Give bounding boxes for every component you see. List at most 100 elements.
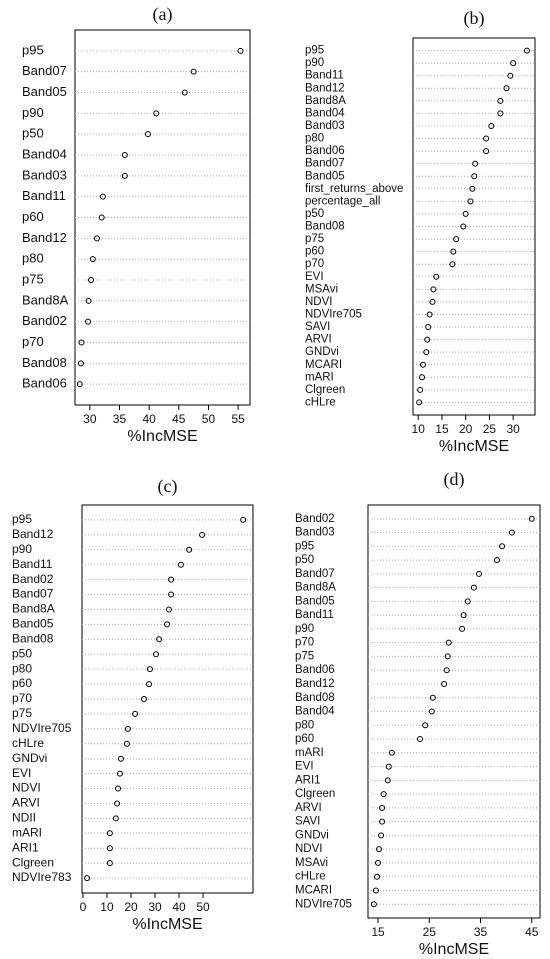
x-tick-label: 25 — [423, 925, 437, 939]
dot — [384, 777, 391, 784]
dot — [88, 277, 95, 283]
x-axis-label: %IncMSE — [439, 438, 509, 455]
category-label: Band8A — [305, 95, 346, 107]
x-tick-label: 40 — [142, 412, 156, 426]
dot — [152, 651, 159, 658]
dot — [528, 515, 535, 522]
x-tick-label: 35 — [474, 925, 488, 939]
x-axis-label: %IncMSE — [132, 916, 202, 933]
dot — [429, 298, 436, 305]
dot — [85, 318, 92, 325]
dot — [419, 374, 426, 381]
category-label: Band03 — [295, 527, 335, 539]
category-label: NDVIre705 — [305, 308, 362, 320]
x-tick-label: 10 — [100, 900, 114, 914]
dot — [132, 710, 139, 717]
category-label: Band12 — [12, 527, 54, 541]
category-label: p60 — [305, 246, 324, 258]
dot — [422, 722, 429, 729]
dot — [121, 152, 128, 158]
dot — [460, 223, 467, 230]
category-label: Clgreen — [12, 855, 54, 869]
category-label: p50 — [295, 554, 314, 566]
dot — [177, 561, 184, 568]
dot — [186, 546, 193, 553]
category-label: NDVIre783 — [12, 870, 72, 884]
category-label: GNDvi — [12, 751, 47, 765]
panel-title: (a) — [153, 4, 173, 25]
dot — [93, 235, 100, 242]
dot — [112, 815, 119, 822]
dot — [156, 636, 163, 643]
x-axis-label: %IncMSE — [419, 941, 489, 958]
dot — [471, 173, 478, 180]
category-label: Band11 — [22, 188, 66, 203]
x-tick-label: 15 — [435, 422, 449, 436]
dot — [510, 60, 517, 67]
dot — [77, 360, 84, 367]
dot — [168, 576, 175, 583]
category-label: Band05 — [305, 170, 345, 182]
category-label: p60 — [12, 676, 32, 690]
dot — [475, 570, 482, 577]
x-tick-label: 10 — [412, 422, 426, 436]
category-label: Band04 — [295, 706, 335, 718]
category-label: Band03 — [22, 167, 67, 182]
panel-title: (d) — [444, 469, 465, 490]
dot — [483, 148, 490, 155]
category-label: NDII — [12, 811, 36, 825]
category-label: Clgreen — [295, 788, 335, 800]
category-label: Band05 — [295, 595, 335, 607]
category-label: Band11 — [295, 609, 334, 621]
category-label: SAVI — [295, 816, 320, 828]
dot — [199, 531, 206, 538]
dot — [84, 875, 91, 882]
category-label: Band07 — [305, 158, 345, 170]
dot — [85, 297, 92, 304]
category-label: Band06 — [22, 376, 67, 391]
category-label: ARI1 — [295, 774, 321, 786]
category-label: ARVI — [305, 334, 332, 346]
dot — [99, 193, 106, 200]
category-label: SAVI — [305, 321, 330, 333]
dot — [428, 708, 435, 715]
category-label: EVI — [12, 766, 31, 780]
dot — [144, 131, 151, 138]
dot — [106, 830, 113, 837]
category-label: NDVI — [295, 843, 322, 855]
category-label: Band06 — [295, 664, 335, 676]
dot — [523, 47, 530, 54]
x-tick-label: 35 — [113, 412, 127, 426]
dot — [165, 606, 172, 613]
dot — [503, 85, 510, 92]
x-tick-label: 50 — [196, 900, 210, 914]
category-label: ARI1 — [12, 840, 39, 854]
dot — [78, 339, 85, 346]
dot — [116, 770, 123, 777]
category-label: MCARI — [305, 359, 342, 371]
category-label: mARI — [295, 747, 324, 759]
dot — [121, 172, 128, 179]
dot — [424, 336, 431, 343]
dot — [146, 666, 153, 673]
dot — [469, 185, 476, 192]
dot — [372, 887, 379, 894]
dot — [497, 110, 504, 117]
category-label: Band11 — [305, 70, 344, 82]
category-label: Band07 — [12, 587, 54, 601]
category-label: Band12 — [305, 82, 345, 94]
category-label: Band12 — [22, 230, 67, 245]
x-tick-label: 0 — [80, 900, 87, 914]
category-label: MSAvi — [295, 857, 328, 869]
panel-title: (c) — [158, 476, 178, 497]
category-label: Band8A — [12, 602, 55, 616]
dot — [117, 755, 124, 762]
category-label: Band08 — [305, 221, 345, 233]
category-label: p80 — [12, 661, 32, 675]
dot — [140, 696, 147, 702]
category-label: p95 — [12, 512, 32, 526]
category-label: Band08 — [12, 631, 54, 645]
category-label: Band8A — [295, 582, 336, 594]
dot — [441, 680, 448, 687]
